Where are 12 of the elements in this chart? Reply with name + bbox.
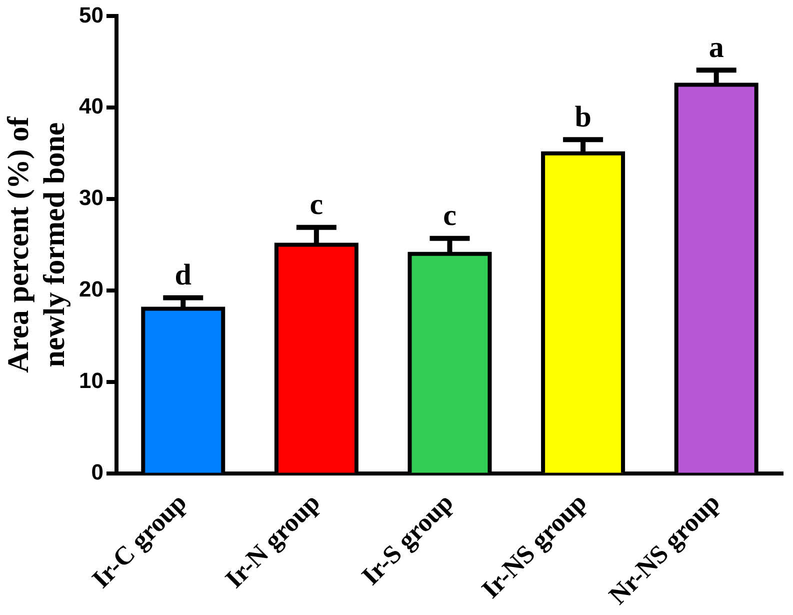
annotation: d	[174, 258, 192, 292]
y-tick-label: 0	[91, 459, 104, 484]
annotation: a	[708, 30, 724, 64]
annotation: c	[310, 188, 324, 222]
annotation: b	[574, 100, 592, 134]
y-tick-label: 30	[78, 185, 104, 210]
y-tick-label: 40	[78, 94, 104, 119]
y-axis-title: Area percent (%) of newly formed bone	[2, 116, 71, 373]
annotation: c	[443, 199, 456, 232]
y-tick-label: 10	[78, 368, 104, 393]
y-tick-label: 50	[78, 2, 104, 28]
y-tick-label: 20	[78, 276, 104, 302]
